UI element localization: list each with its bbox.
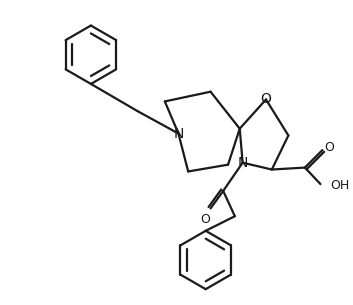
Text: O: O [261, 92, 271, 106]
Text: OH: OH [330, 179, 349, 192]
Text: O: O [324, 141, 334, 154]
Text: N: N [173, 127, 184, 141]
Text: O: O [201, 213, 211, 226]
Text: N: N [238, 156, 248, 170]
